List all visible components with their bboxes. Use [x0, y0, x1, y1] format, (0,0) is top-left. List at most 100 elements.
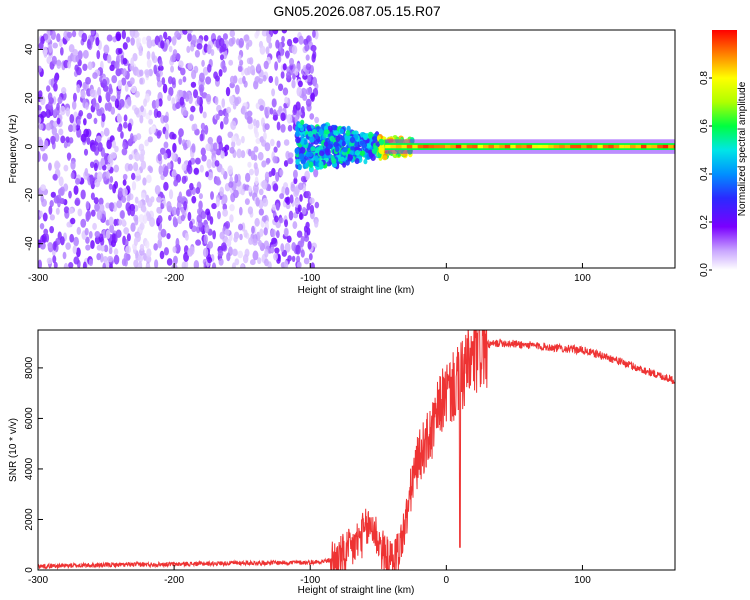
- heatmap-cell: [597, 144, 603, 149]
- heatmap-cell: [378, 138, 385, 146]
- heatmap-cell: [178, 78, 183, 86]
- heatmap-cell: [122, 42, 128, 50]
- heatmap-cell: [347, 154, 354, 161]
- heatmap-cell: [314, 116, 320, 124]
- heatmap-cell: [198, 72, 205, 83]
- heatmap-cell: [310, 44, 317, 52]
- heatmap-cell: [68, 124, 74, 133]
- heatmap-cell: [126, 195, 131, 202]
- heatmap-cell: [224, 144, 230, 151]
- heatmap-cell: [102, 164, 107, 171]
- heatmap-cell: [229, 204, 235, 212]
- heatmap-cell: [289, 194, 294, 204]
- heatmap-cell: [229, 146, 235, 154]
- heatmap-cell: [249, 168, 254, 176]
- heatmap-cell: [166, 232, 171, 240]
- heatmap-cell: [146, 248, 152, 258]
- heatmap-cell: [153, 243, 158, 251]
- heatmap-cell: [96, 50, 101, 60]
- heatmap-cell: [60, 135, 66, 144]
- heatmap-cell: [292, 73, 296, 80]
- heatmap-cell: [133, 161, 139, 172]
- heatmap-cell: [101, 78, 108, 88]
- heatmap-cell: [163, 31, 168, 40]
- heatmap-cell: [67, 60, 72, 69]
- heatmap-cell: [47, 242, 53, 249]
- heatmap-cell: [285, 50, 290, 59]
- heatmap-cell: [309, 135, 315, 143]
- heatmap-cell: [291, 241, 297, 252]
- heatmap-cell: [113, 248, 119, 256]
- heatmap-cell: [241, 105, 246, 115]
- heatmap-cell: [94, 235, 101, 245]
- heatmap-cell: [146, 35, 152, 42]
- heatmap-cell: [271, 88, 276, 97]
- heatmap-cell: [87, 61, 93, 70]
- heatmap-cell: [138, 213, 145, 224]
- heatmap-cell: [52, 109, 57, 117]
- heatmap-cell: [314, 155, 319, 162]
- heatmap-cell: [101, 113, 106, 123]
- heatmap-cell: [187, 62, 193, 70]
- heatmap-cell: [133, 259, 139, 268]
- snr-series-line: [38, 330, 675, 570]
- heatmap-cell: [180, 67, 186, 76]
- heatmap-cell: [186, 30, 193, 34]
- heatmap-cell: [256, 63, 261, 72]
- heatmap-cell: [68, 207, 74, 214]
- heatmap-cell: [103, 152, 108, 163]
- heatmap-cell: [157, 238, 162, 249]
- heatmap-cell: [235, 138, 242, 146]
- heatmap-cell: [257, 239, 263, 247]
- heatmap-cell: [298, 35, 304, 45]
- heatmap-cell: [229, 30, 236, 38]
- heatmap-cell: [296, 86, 302, 97]
- heatmap-cell: [335, 135, 341, 143]
- heatmap-cell: [630, 144, 636, 149]
- heatmap-cell: [314, 201, 320, 209]
- heatmap-cell: [108, 247, 113, 255]
- heatmap-cell: [259, 105, 265, 112]
- heatmap-cell: [160, 228, 167, 238]
- heatmap-cell: [272, 30, 279, 35]
- heatmap-cell: [195, 187, 201, 195]
- heatmap-cell: [646, 144, 652, 149]
- heatmap-cell: [139, 77, 144, 85]
- heatmap-cell: [283, 260, 289, 268]
- heatmap-cell: [305, 54, 310, 61]
- heatmap-cell: [205, 93, 212, 103]
- heatmap-cell: [207, 63, 212, 73]
- heatmap-cell: [227, 165, 234, 175]
- heatmap-cell: [323, 129, 330, 135]
- heatmap-cell: [217, 210, 221, 220]
- heatmap-cell: [279, 193, 285, 200]
- heatmap-cell: [300, 87, 307, 97]
- heatmap-cell: [55, 194, 62, 204]
- heatmap-cell: [80, 189, 86, 200]
- heatmap-cell: [115, 31, 122, 41]
- heatmap-cell: [84, 227, 89, 236]
- heatmap-cell: [107, 154, 114, 164]
- spectrogram-frame: [37, 29, 676, 269]
- x-tick-label: -300: [28, 575, 48, 586]
- heatmap-cell: [150, 196, 155, 203]
- heatmap-cell: [300, 138, 305, 145]
- spectrogram-y-ticks: -40 -20 0 20 40: [24, 43, 43, 251]
- heatmap-cell: [296, 255, 301, 263]
- heatmap-cell: [140, 160, 147, 170]
- heatmap-cell: [92, 97, 97, 108]
- heatmap-cell: [162, 115, 169, 123]
- heatmap-cell: [134, 217, 139, 226]
- heatmap-cell: [141, 36, 147, 45]
- heatmap-cell: [146, 174, 152, 184]
- heatmap-cell: [299, 194, 303, 202]
- heatmap-cell: [185, 189, 192, 197]
- heatmap-cell: [244, 198, 250, 205]
- heatmap-cell: [109, 263, 113, 268]
- heatmap-cell: [302, 94, 308, 101]
- heatmap-cell: [226, 106, 232, 114]
- heatmap-cell: [180, 214, 186, 222]
- heatmap-cell: [157, 215, 163, 224]
- heatmap-cell: [257, 98, 264, 105]
